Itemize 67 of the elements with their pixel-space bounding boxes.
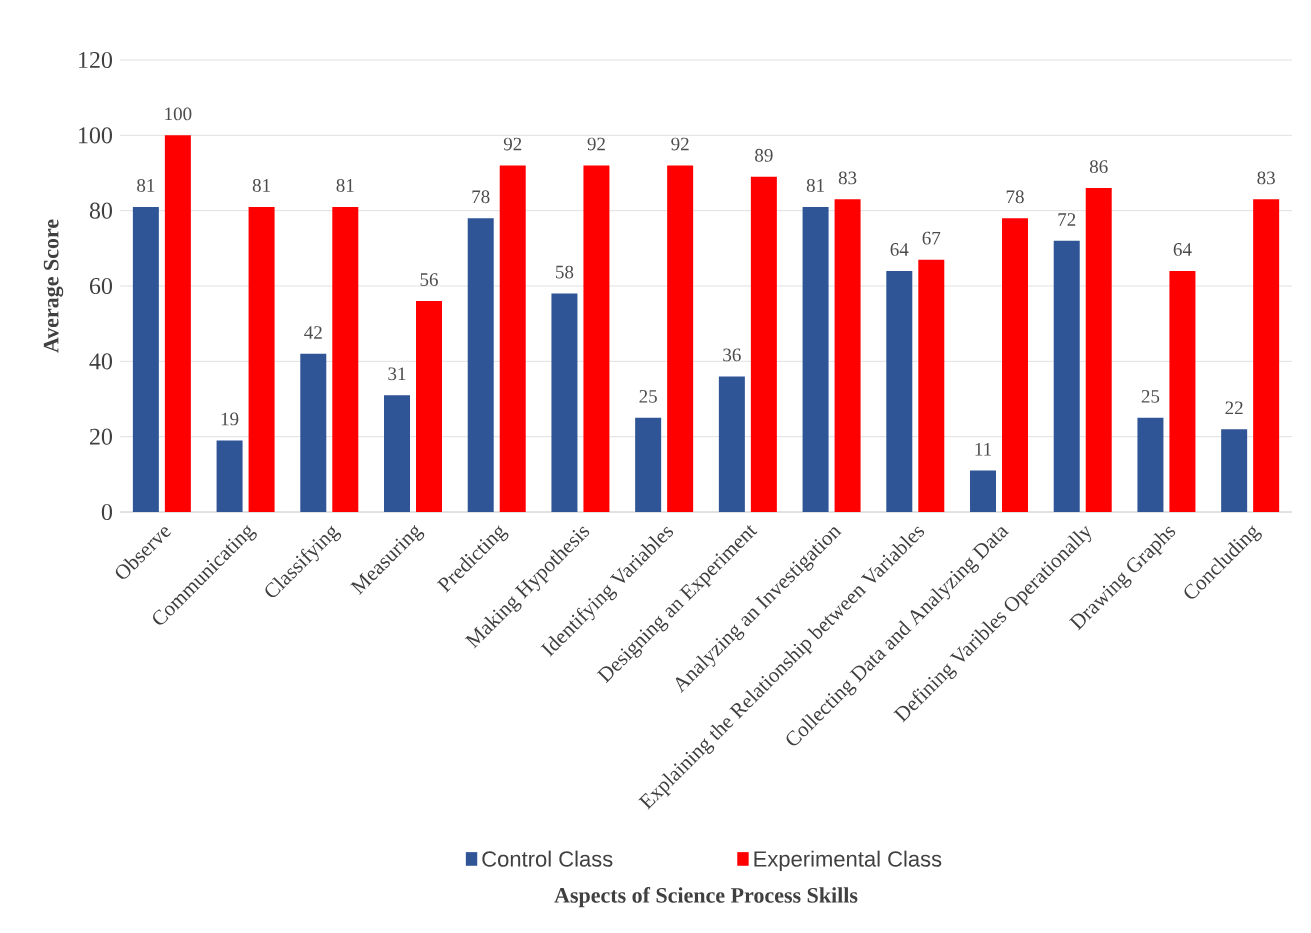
data-label: 64 (1173, 243, 1192, 256)
bar (918, 259, 945, 512)
data-label: 42 (304, 326, 322, 339)
bar (970, 470, 997, 512)
data-label: 92 (671, 137, 689, 151)
y-axis-title: Average Score (43, 219, 64, 353)
bar (1221, 429, 1248, 512)
data-label: 67 (922, 231, 941, 245)
data-label: 11 (975, 442, 992, 456)
bar (216, 440, 243, 512)
bar (1002, 218, 1029, 512)
data-label: 19 (221, 412, 239, 426)
data-label: 81 (336, 179, 354, 192)
legend-label: Control Class (482, 850, 613, 867)
y-tick-label: 80 (89, 202, 113, 219)
bar (1085, 188, 1112, 512)
bar (164, 135, 191, 512)
data-label: 100 (165, 107, 192, 121)
data-label: 22 (1225, 401, 1243, 415)
bar (750, 176, 777, 512)
data-label: 25 (1141, 390, 1160, 403)
bar (332, 206, 359, 512)
bar (834, 199, 861, 512)
bar (802, 206, 829, 512)
bar (300, 353, 327, 512)
bar (499, 165, 526, 512)
bar (886, 270, 913, 512)
bar (1053, 240, 1080, 512)
data-label: 56 (420, 273, 438, 286)
data-label: 25 (639, 390, 657, 403)
data-label: 64 (890, 243, 909, 256)
data-label: 83 (1257, 171, 1275, 185)
bar (1137, 417, 1164, 512)
bar (583, 165, 610, 512)
bar (132, 206, 159, 512)
data-label: 36 (723, 348, 741, 362)
data-label: 86 (1089, 160, 1108, 173)
legend-label: Experimental Class (754, 850, 942, 872)
bar (718, 376, 745, 512)
y-tick-label: 40 (89, 353, 113, 370)
data-label: 81 (137, 179, 155, 192)
bar (667, 165, 694, 512)
data-label: 58 (556, 265, 574, 279)
data-label: 78 (1006, 190, 1024, 204)
bar (551, 293, 578, 512)
data-label: 89 (755, 148, 773, 162)
data-label: 81 (252, 179, 270, 192)
data-label: 78 (472, 190, 490, 204)
data-label: 31 (388, 367, 406, 381)
y-tick-label: 100 (79, 127, 113, 144)
y-tick-label: 0 (101, 503, 113, 521)
data-label: 92 (587, 137, 605, 151)
data-label: 83 (838, 171, 857, 185)
bar (1169, 270, 1196, 512)
bar (635, 417, 662, 512)
bar (1253, 199, 1280, 512)
bar (416, 301, 443, 512)
y-tick-label: 120 (79, 51, 113, 69)
bar (248, 206, 275, 512)
y-tick-label: 60 (89, 277, 113, 295)
bar (384, 395, 410, 512)
data-label: 72 (1058, 213, 1076, 226)
x-axis-title: Aspects of Science Process Skills (554, 887, 858, 908)
y-tick-label: 20 (90, 428, 113, 445)
data-label: 81 (806, 179, 824, 192)
data-label: 92 (503, 137, 522, 151)
bar (467, 218, 494, 512)
